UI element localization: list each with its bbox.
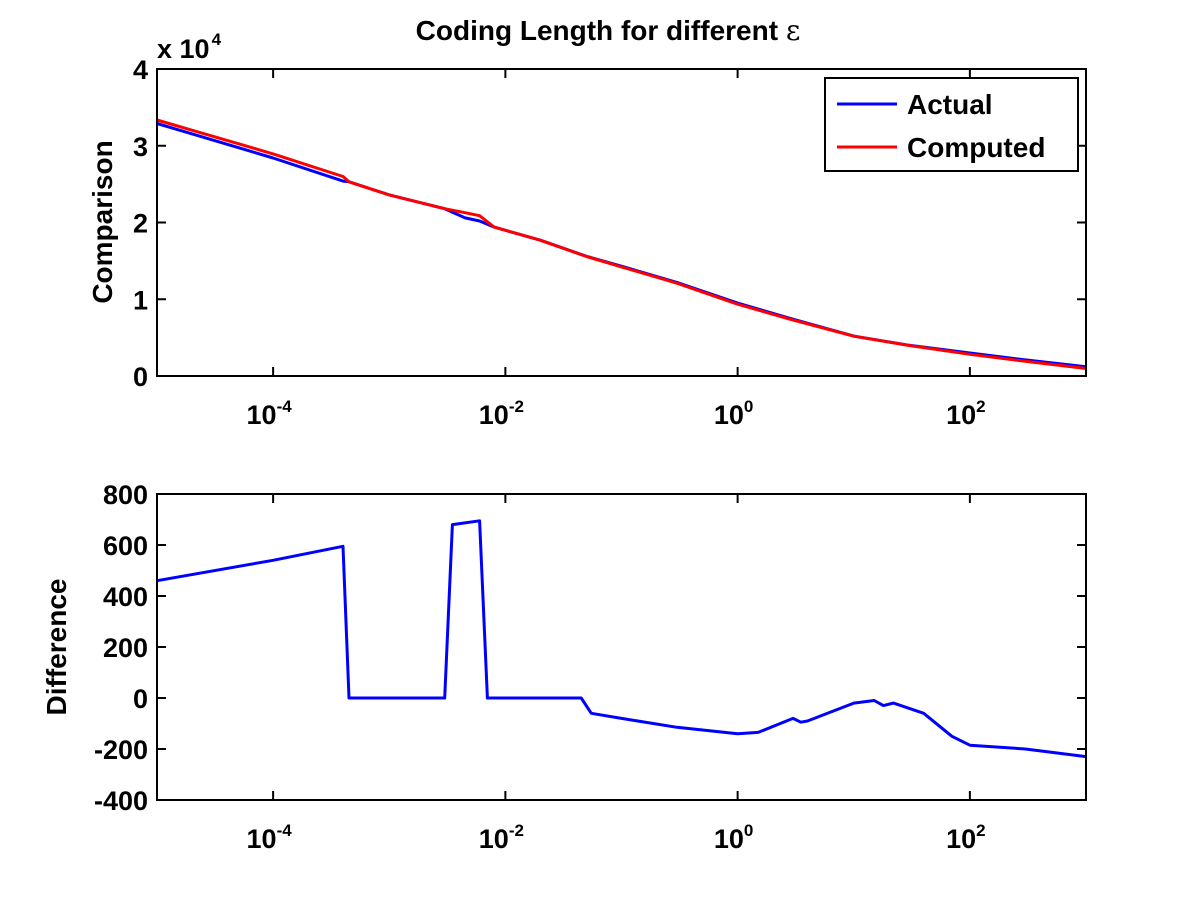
comparison-ytick-label: 2 — [133, 209, 148, 239]
difference-xtick-label: 102 — [946, 821, 986, 854]
difference-xtick-label: 100 — [714, 821, 754, 854]
comparison-axes: 0 1 2 3 4 10-4 10-2 100 102 x 10 4 Comparison Act… — [87, 30, 1087, 430]
comparison-xtick-label: 10-4 — [247, 397, 293, 430]
comparison-plot-area — [156, 118, 1087, 370]
difference-ticks: -400 -200 0 200 400 600 800 10-4 10-2 100 102 — [94, 480, 1086, 854]
difference-ytick-label: -200 — [94, 735, 148, 765]
comparison-xtick-label: 102 — [946, 397, 986, 430]
legend-box — [824, 77, 1079, 172]
difference-series-line — [156, 519, 1087, 759]
comparison-y-multiplier: x 10 4 — [157, 30, 222, 64]
difference-plot-area — [156, 519, 1087, 759]
difference-axes: -400 -200 0 200 400 600 800 10-4 10-2 100 102 Diff… — [41, 480, 1087, 854]
legend: Actual Computed — [824, 77, 1079, 172]
comparison-y-axis-label: Comparison — [87, 140, 118, 303]
comparison-xtick-label: 10-2 — [479, 397, 524, 430]
comparison-xtick-label: 100 — [714, 397, 754, 430]
legend-label-computed: Computed — [907, 132, 1045, 163]
difference-ytick-label: -400 — [94, 786, 148, 816]
difference-ytick-label: 0 — [133, 684, 148, 714]
comparison-ytick-label: 3 — [133, 132, 148, 162]
figure-title: Coding Length for different ε — [416, 14, 801, 47]
difference-xtick-label: 10-2 — [479, 821, 524, 854]
comparison-ytick-label: 1 — [133, 285, 148, 315]
difference-ytick-label: 200 — [103, 633, 148, 663]
legend-label-actual: Actual — [907, 89, 993, 120]
difference-ytick-label: 800 — [103, 480, 148, 510]
comparison-ytick-label: 4 — [133, 55, 148, 85]
difference-xtick-label: 10-4 — [247, 821, 293, 854]
comparison-ticks: 0 1 2 3 4 10-4 10-2 100 102 — [133, 55, 1086, 430]
comparison-ytick-label: 0 — [133, 362, 148, 392]
difference-ytick-label: 600 — [103, 531, 148, 561]
difference-y-axis-label: Difference — [41, 579, 72, 716]
series-line-computed — [156, 118, 1087, 370]
difference-ytick-label: 400 — [103, 582, 148, 612]
